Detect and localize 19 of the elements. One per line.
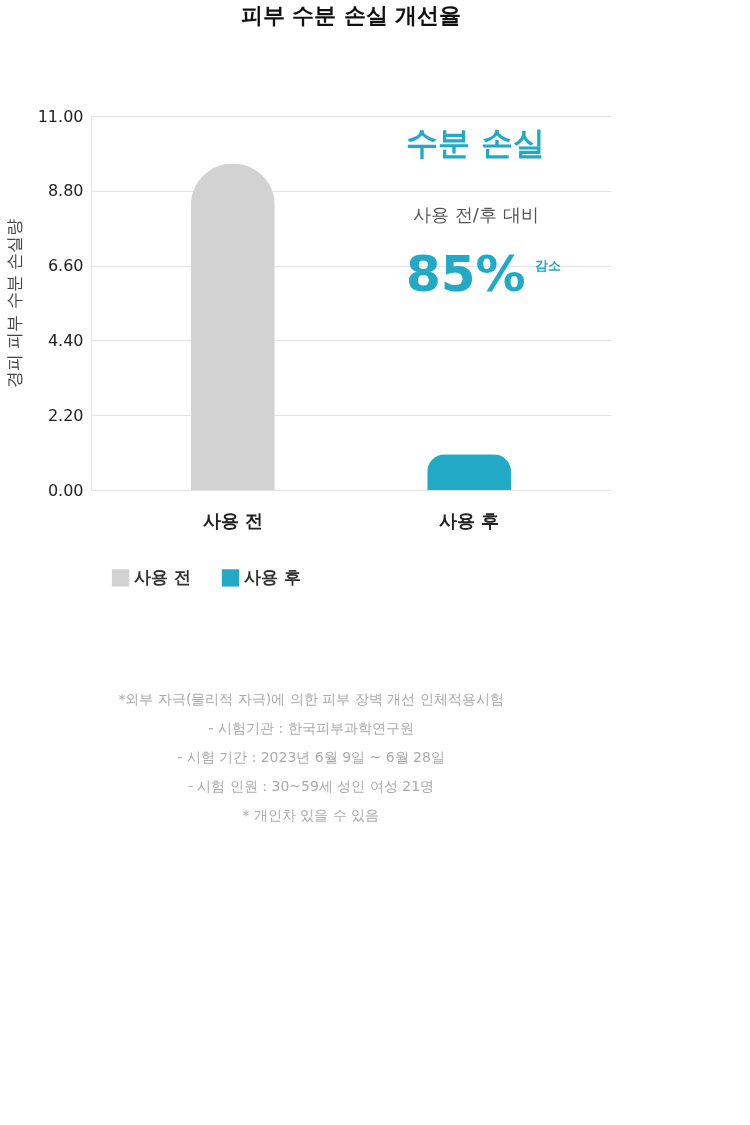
text: *외부 자극(물리적 자극)에 의한 피부 장벽 개선 인체적용시험 <box>118 691 504 707</box>
annotation: 수분 손실 <box>406 124 546 162</box>
y-tick-label: 8.80 <box>47 181 84 201</box>
y-tick-label: 11.00 <box>37 106 84 126</box>
text: - 시험기관 : 한국피부과학연구원 <box>208 720 414 736</box>
y-tick-label: 2.20 <box>47 405 84 425</box>
y-tick-label: 0.00 <box>47 480 84 500</box>
text: * 개인차 있을 수 있음 <box>242 807 380 823</box>
annotation: 감소 <box>534 258 561 273</box>
annotation: 85% <box>405 245 526 303</box>
chart-title: 피부 수분 손실 개선율 <box>240 3 462 28</box>
legend-label: 사용 후 <box>244 566 301 587</box>
legend-label: 사용 전 <box>134 566 191 587</box>
y-tick-label: 4.40 <box>47 330 84 350</box>
text: - 시험 기간 : 2023년 6월 9일 ~ 6월 28일 <box>177 749 445 765</box>
annotation: 사용 전/후 대비 <box>413 204 539 225</box>
y-axis-title: 경피 피부 수분 손실량 <box>3 218 24 389</box>
text: - 시험 인원 : 30~59세 성인 여성 21명 <box>187 778 435 794</box>
y-tick-label: 6.60 <box>47 256 84 276</box>
